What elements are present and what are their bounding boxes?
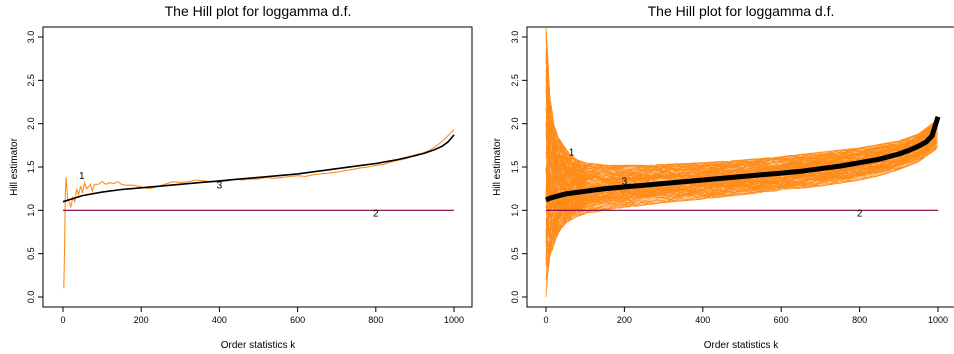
y-axis-label: Hill estimator	[492, 137, 503, 195]
x-axis-label: Order statistics k	[221, 340, 296, 351]
y-tick-label: 0.0	[510, 291, 520, 304]
y-tick-label: 2.5	[510, 74, 520, 87]
series-orange-trajectory	[545, 142, 937, 239]
x-tick-label: 200	[617, 315, 632, 325]
plot-area	[62, 129, 455, 289]
x-tick-label: 600	[774, 315, 789, 325]
x-tick-label: 600	[290, 315, 305, 325]
chart-title: The Hill plot for loggamma d.f.	[648, 3, 835, 19]
x-tick-label: 1000	[928, 315, 948, 325]
curve-label-3: 3	[217, 181, 223, 192]
y-tick-label: 1.0	[510, 204, 520, 217]
y-tick-label: 1.5	[510, 161, 520, 174]
curve-label-2: 2	[373, 208, 379, 219]
curve-label-2: 2	[857, 208, 863, 219]
y-axis-label: Hill estimator	[9, 137, 20, 195]
curve-label-1: 1	[569, 148, 575, 159]
y-tick-label: 2.5	[26, 74, 36, 87]
series-orange-trajectory	[545, 134, 937, 211]
x-tick-label: 0	[60, 315, 65, 325]
y-tick-label: 1.0	[26, 204, 36, 217]
x-axis-label: Order statistics k	[704, 340, 779, 351]
x-tick-label: 0	[543, 315, 548, 325]
chart-title: The Hill plot for loggamma d.f.	[165, 3, 352, 19]
y-tick-label: 0.5	[26, 247, 36, 260]
plot-area	[545, 28, 941, 298]
y-tick-label: 0.5	[510, 247, 520, 260]
chart-left: The Hill plot for loggamma d.f. Order st…	[9, 3, 473, 351]
series-orange-trajectory	[545, 67, 937, 177]
series-orange-trajectory	[545, 140, 937, 239]
plot-frame	[42, 26, 473, 308]
curve-label-1: 1	[79, 171, 85, 182]
chart-right: The Hill plot for loggamma d.f. Order st…	[492, 3, 954, 351]
y-tick-label: 0.0	[26, 291, 36, 304]
series-orange-trajectory	[545, 28, 937, 175]
y-tick-label: 3.0	[510, 31, 520, 44]
y-tick-label: 1.5	[26, 161, 36, 174]
y-tick-label: 2.0	[510, 117, 520, 130]
x-tick-label: 200	[134, 315, 149, 325]
x-tick-label: 1000	[444, 315, 464, 325]
series-black-line	[62, 134, 455, 203]
x-tick-label: 400	[695, 315, 710, 325]
x-tick-label: 400	[212, 315, 227, 325]
y-tick-label: 2.0	[26, 117, 36, 130]
curve-label-3: 3	[622, 176, 628, 187]
x-tick-label: 800	[852, 315, 867, 325]
y-tick-label: 3.0	[26, 31, 36, 44]
series-orange-trajectory	[545, 98, 937, 183]
series-orange-line	[63, 129, 455, 289]
x-tick-label: 800	[368, 315, 383, 325]
series-orange-trajectory	[545, 90, 937, 183]
series-orange-trajectory	[545, 108, 937, 186]
series-orange-trajectory	[546, 147, 937, 279]
series-black-band	[545, 115, 941, 203]
series-orange-trajectory	[545, 48, 937, 171]
